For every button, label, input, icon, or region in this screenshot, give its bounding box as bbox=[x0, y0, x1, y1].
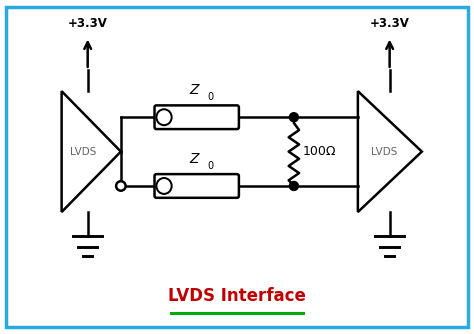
Ellipse shape bbox=[156, 178, 172, 194]
Circle shape bbox=[289, 181, 299, 190]
FancyBboxPatch shape bbox=[155, 174, 239, 198]
Text: +3.3V: +3.3V bbox=[68, 17, 108, 29]
Circle shape bbox=[116, 181, 126, 191]
Text: 0: 0 bbox=[207, 161, 213, 171]
Text: Z: Z bbox=[190, 152, 199, 166]
Circle shape bbox=[289, 113, 299, 122]
Text: LVDS Interface: LVDS Interface bbox=[168, 287, 306, 305]
Polygon shape bbox=[358, 91, 422, 212]
Text: LVDS: LVDS bbox=[371, 147, 397, 157]
Text: +3.3V: +3.3V bbox=[370, 17, 410, 29]
FancyBboxPatch shape bbox=[6, 7, 468, 327]
Text: 100Ω: 100Ω bbox=[302, 145, 336, 158]
Polygon shape bbox=[62, 91, 121, 212]
FancyBboxPatch shape bbox=[155, 106, 239, 129]
Text: Z: Z bbox=[190, 83, 199, 97]
Ellipse shape bbox=[156, 109, 172, 125]
Text: 0: 0 bbox=[207, 92, 213, 102]
Text: LVDS: LVDS bbox=[70, 147, 96, 157]
